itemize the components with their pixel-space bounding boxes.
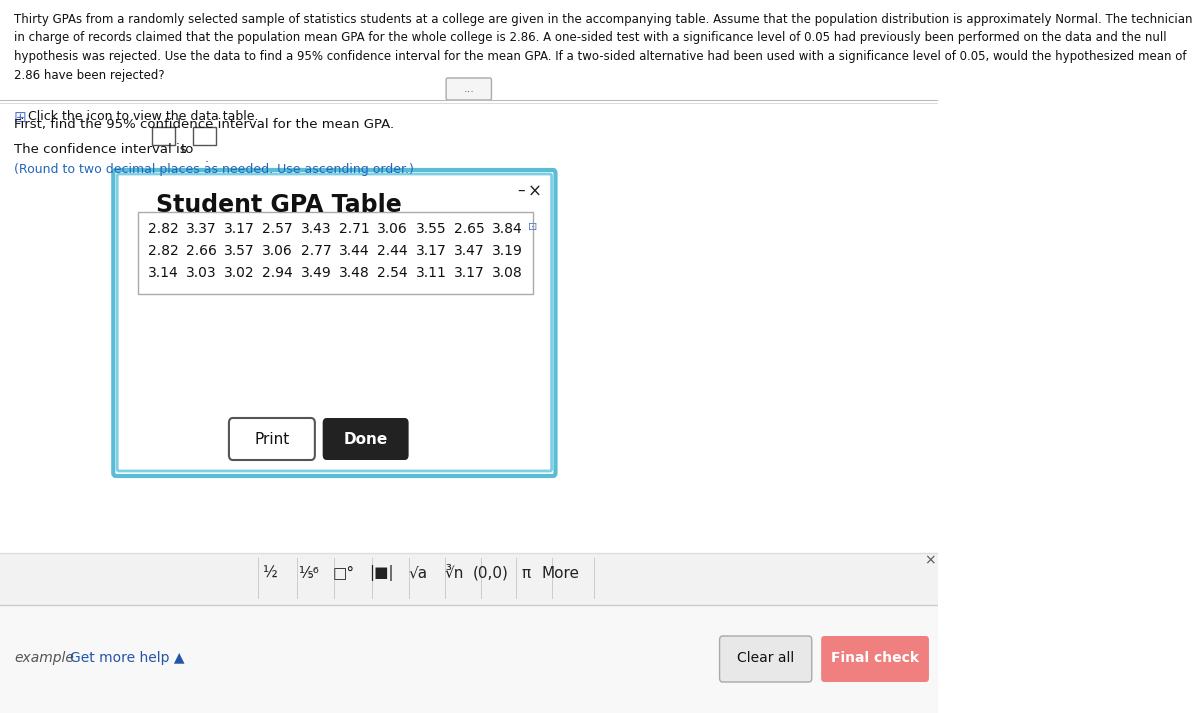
Text: 3.02: 3.02 (224, 266, 254, 280)
Text: ½: ½ (262, 565, 277, 580)
Text: Print: Print (254, 431, 289, 446)
Text: Student GPA Table: Student GPA Table (156, 193, 402, 217)
Text: 3.06: 3.06 (377, 222, 408, 236)
Text: √a: √a (408, 565, 427, 580)
Text: 2.44: 2.44 (377, 244, 408, 258)
Text: 3.11: 3.11 (415, 266, 446, 280)
Text: 3.06: 3.06 (263, 244, 293, 258)
Text: ×: × (528, 183, 542, 201)
FancyBboxPatch shape (446, 78, 492, 100)
Text: ...: ... (463, 84, 474, 94)
FancyBboxPatch shape (138, 212, 533, 294)
FancyBboxPatch shape (0, 605, 937, 713)
Text: π: π (521, 565, 530, 580)
FancyBboxPatch shape (821, 636, 929, 682)
Text: Final check: Final check (832, 651, 919, 665)
Text: |■|: |■| (368, 565, 394, 581)
Text: Clear all: Clear all (737, 651, 794, 665)
Text: 2.94: 2.94 (263, 266, 293, 280)
Text: ⅕⁶: ⅕⁶ (299, 565, 319, 580)
Text: 3.44: 3.44 (340, 244, 370, 258)
FancyBboxPatch shape (151, 127, 175, 145)
FancyBboxPatch shape (113, 170, 556, 476)
Text: 3.17: 3.17 (415, 244, 446, 258)
Text: 2.82: 2.82 (148, 222, 179, 236)
FancyBboxPatch shape (323, 418, 409, 460)
Text: 2.54: 2.54 (377, 266, 408, 280)
Text: Get more help ▲: Get more help ▲ (71, 651, 185, 665)
Text: Done: Done (343, 431, 388, 446)
Text: Click the icon to view the data table.: Click the icon to view the data table. (28, 110, 259, 123)
Text: to: to (180, 143, 194, 156)
Text: 3.49: 3.49 (301, 266, 331, 280)
Text: 3.84: 3.84 (492, 222, 523, 236)
Text: 3.55: 3.55 (415, 222, 446, 236)
Text: .: . (205, 152, 209, 165)
Text: 2.57: 2.57 (263, 222, 293, 236)
Text: 3.08: 3.08 (492, 266, 523, 280)
Text: ⊡: ⊡ (528, 222, 538, 232)
FancyBboxPatch shape (229, 418, 314, 460)
Text: 3.17: 3.17 (454, 266, 485, 280)
FancyBboxPatch shape (193, 127, 216, 145)
Text: The confidence interval is: The confidence interval is (14, 143, 187, 156)
FancyBboxPatch shape (118, 174, 552, 471)
Text: (0,0): (0,0) (473, 565, 509, 580)
Text: 2.66: 2.66 (186, 244, 217, 258)
Text: –: – (517, 183, 524, 198)
Text: 2.82: 2.82 (148, 244, 179, 258)
Text: □°: □° (332, 565, 355, 580)
Text: 3.03: 3.03 (186, 266, 216, 280)
Text: 2.77: 2.77 (301, 244, 331, 258)
Text: 3.43: 3.43 (301, 222, 331, 236)
Text: 3.17: 3.17 (224, 222, 254, 236)
Text: More: More (542, 565, 580, 580)
FancyBboxPatch shape (0, 553, 937, 605)
Text: 3.47: 3.47 (454, 244, 485, 258)
Text: (Round to two decimal places as needed. Use ascending order.): (Round to two decimal places as needed. … (14, 163, 414, 176)
Text: 3.48: 3.48 (338, 266, 370, 280)
Text: 3.19: 3.19 (492, 244, 523, 258)
Text: 2.65: 2.65 (454, 222, 485, 236)
Text: ∛n: ∛n (445, 565, 464, 580)
Text: 3.37: 3.37 (186, 222, 216, 236)
FancyBboxPatch shape (720, 636, 811, 682)
Text: example: example (14, 651, 74, 665)
Text: ⊞: ⊞ (14, 110, 26, 125)
Text: 3.57: 3.57 (224, 244, 254, 258)
Text: 3.14: 3.14 (148, 266, 179, 280)
Text: Thirty GPAs from a randomly selected sample of statistics students at a college : Thirty GPAs from a randomly selected sam… (14, 13, 1193, 81)
Text: ×: × (924, 553, 936, 567)
Text: First, find the 95% confidence interval for the mean GPA.: First, find the 95% confidence interval … (14, 118, 394, 131)
Text: 2.71: 2.71 (338, 222, 370, 236)
